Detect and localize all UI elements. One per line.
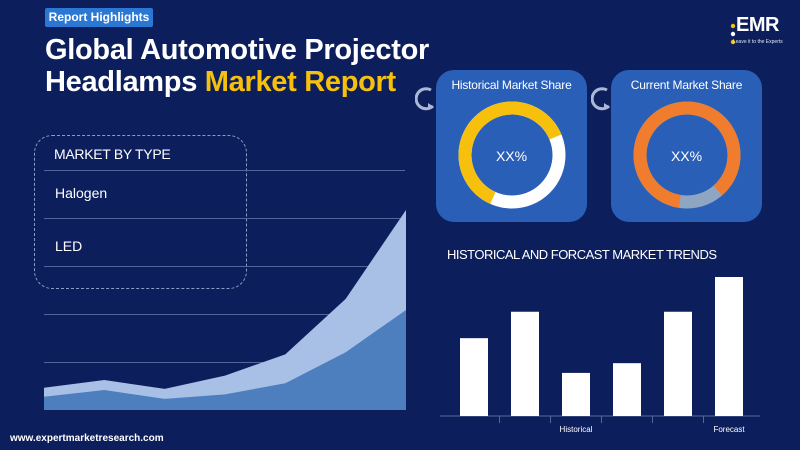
historical-share-card: Historical Market Share XX% bbox=[436, 70, 587, 222]
logo-tagline: Leave it to the Experts bbox=[733, 39, 783, 45]
market-by-type-heading: MARKET BY TYPE bbox=[54, 146, 171, 162]
bar-category-label: Historical bbox=[560, 425, 593, 434]
gridline bbox=[44, 218, 405, 219]
title-line-1: Global Automotive Projector bbox=[45, 34, 429, 66]
gridline bbox=[44, 266, 405, 267]
historical-share-donut bbox=[458, 101, 566, 209]
trend-bar bbox=[511, 311, 539, 416]
emr-logo bbox=[730, 23, 736, 45]
market-by-type-box bbox=[34, 135, 247, 289]
website-url: www.expertmarketresearch.com bbox=[10, 433, 164, 444]
page-title: Global Automotive Projector Headlamps Ma… bbox=[45, 34, 445, 98]
current-share-donut bbox=[633, 101, 741, 209]
current-share-value: XX% bbox=[670, 148, 703, 164]
gridline bbox=[44, 362, 405, 363]
type-item-halogen: Halogen bbox=[55, 185, 108, 201]
trend-chart-title: HISTORICAL AND FORCAST MARKET TRENDS bbox=[447, 247, 717, 262]
trend-bar bbox=[613, 363, 641, 416]
logo-name: EMR bbox=[736, 14, 779, 36]
current-share-title: Current Market Share bbox=[630, 78, 743, 92]
report-highlights-badge: Report Highlights bbox=[45, 8, 153, 27]
historical-share-value: XX% bbox=[495, 148, 528, 164]
refresh-arrow-icon bbox=[591, 87, 611, 111]
market-trend-area-chart bbox=[44, 210, 406, 410]
gridline bbox=[44, 170, 405, 171]
title-accent-part: Market Report bbox=[204, 66, 396, 98]
type-item-led: LED bbox=[55, 238, 83, 254]
trend-bar bbox=[715, 277, 743, 416]
area-series-1 bbox=[44, 310, 406, 410]
historical-share-title: Historical Market Share bbox=[451, 78, 572, 92]
title-line-2: Headlamps Market Report bbox=[45, 66, 445, 98]
trend-bar bbox=[460, 338, 488, 416]
market-trend-bar-chart: Historical Forecast bbox=[440, 277, 760, 434]
area-series-0 bbox=[44, 210, 406, 410]
refresh-arrow-icon bbox=[415, 87, 435, 111]
title-white-part: Headlamps bbox=[45, 66, 198, 98]
trend-bar bbox=[664, 311, 692, 416]
gridline bbox=[44, 314, 405, 315]
bar-category-label: Forecast bbox=[713, 425, 745, 434]
donut-segment bbox=[458, 101, 566, 209]
trend-bar bbox=[562, 372, 590, 416]
current-share-card: Current Market Share XX% bbox=[611, 70, 762, 222]
